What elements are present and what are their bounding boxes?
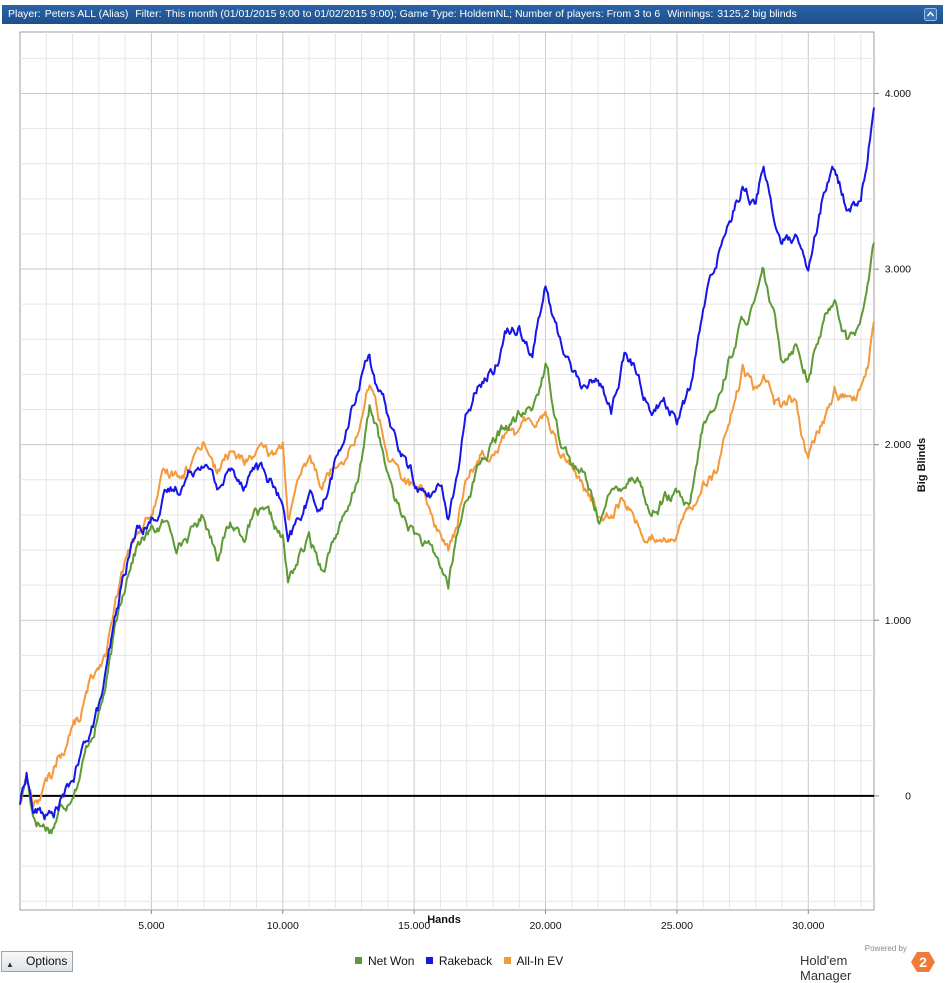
options-button[interactable]: ▲ Options: [1, 951, 73, 972]
triangle-up-icon: ▲: [6, 960, 14, 969]
x-tick-label: 5.000: [138, 920, 164, 932]
y-tick-label: 3.000: [885, 264, 911, 276]
legend-swatch-rakeback: [425, 957, 433, 965]
filter-value: This month (01/01/2015 9:00 to 01/02/201…: [165, 8, 661, 20]
legend-label-rakeback: Rakeback: [438, 954, 493, 968]
x-tick-label: 30.000: [792, 920, 824, 932]
brand: Powered by Hold'em Manager 2: [800, 942, 935, 983]
filter-label: Filter:: [135, 8, 162, 20]
y-tick-label: 2.000: [885, 439, 911, 451]
plot-area: [19, 31, 875, 911]
brand-logo-icon: 2: [911, 952, 935, 972]
x-axis-label: Hands: [427, 914, 461, 926]
y-tick-label: 0: [905, 790, 911, 802]
footer: ▲ Options Net Won Rakeback All-In EV Pow…: [0, 940, 945, 983]
y-axis-label: Big Blinds: [916, 438, 928, 492]
legend-item-rakeback[interactable]: Rakeback: [425, 954, 493, 968]
y-tick-label: 1.000: [885, 615, 911, 627]
x-tick-label: 20.000: [529, 920, 561, 932]
legend-label-net-won: Net Won: [368, 954, 415, 968]
brand-name: Hold'em Manager: [800, 953, 852, 983]
brand-powered: Powered by: [864, 944, 907, 953]
brand-logo-text: 2: [919, 954, 927, 970]
header: Player: Peters ALL (Alias) Filter: This mo…: [0, 0, 945, 30]
winnings-label: Winnings:: [667, 8, 714, 20]
x-tick-label: 25.000: [661, 920, 693, 932]
legend-item-allin-ev[interactable]: All-In EV: [503, 954, 564, 968]
winnings-value: 3125,2 big blinds: [717, 8, 797, 20]
y-tick-label: 4.000: [885, 88, 911, 100]
grid: [20, 32, 874, 910]
x-tick-label: 10.000: [267, 920, 299, 932]
series-line-rakeback: [19, 107, 875, 821]
collapse-icon[interactable]: [924, 8, 937, 21]
player-label: Player:: [8, 8, 41, 20]
y-axis: 0 1.000 2.000 3.000 4.000: [874, 88, 911, 802]
legend: Net Won Rakeback All-In EV: [355, 954, 571, 968]
x-axis: 5.000 10.000 15.000 20.000 25.000 30.000: [138, 910, 825, 932]
legend-item-net-won[interactable]: Net Won: [355, 954, 414, 968]
options-label: Options: [26, 954, 68, 968]
winnings-chart: 0 1.000 2.000 3.000 4.000 5.000 10.000 15.000 2…: [19, 31, 928, 932]
x-tick-label: 15.000: [398, 920, 430, 932]
legend-swatch-allin-ev: [503, 957, 511, 965]
legend-swatch-net-won: [355, 957, 362, 965]
series-line-all-in-ev: [19, 321, 875, 808]
legend-label-allin-ev: All-In EV: [516, 954, 564, 968]
filter-summary-bar: Player: Peters ALL (Alias) Filter: This mo…: [2, 5, 943, 24]
player-value: Peters ALL (Alias): [44, 8, 129, 20]
series-line-net-won: [19, 242, 875, 835]
series-lines: [19, 107, 875, 835]
